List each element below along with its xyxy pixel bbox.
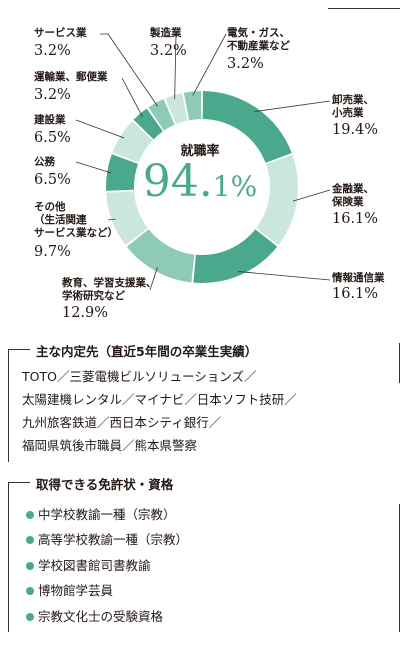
slice-value-4: 9.7%	[34, 244, 71, 260]
slice-label-0: 卸売業、 小売業	[332, 94, 374, 119]
slice-value-9: 3.2%	[150, 43, 187, 59]
employers-title: 主な内定先（直近5年間の卒業生実績）	[36, 344, 258, 359]
leader-line-0	[254, 100, 331, 112]
leader-line-6	[75, 119, 125, 139]
donut-slice-9	[165, 93, 188, 125]
employers-header: 主な内定先（直近5年間の卒業生実績）	[8, 341, 400, 383]
license-item-1: 中学校教諭一種（宗教）	[26, 507, 176, 523]
employment-donut-chart	[75, 33, 331, 291]
slice-value-6: 6.5%	[34, 130, 71, 146]
rate-sub: 1%	[212, 170, 258, 203]
employer-line-1: TOTO／三菱電機ビルソリューションズ／	[22, 369, 257, 384]
license-item-3: 学校図書館司書教諭	[26, 558, 151, 574]
licenses-section: 取得できる免許状・資格 中学校教諭一種（宗教） 高等学校教諭一種（宗教） 学校図…	[8, 474, 400, 634]
donut-slice-0	[202, 91, 292, 163]
donut-slice-6	[112, 121, 153, 163]
slice-value-0: 19.4%	[332, 122, 379, 138]
slice-value-3: 12.9%	[62, 305, 109, 321]
leader-line-9	[174, 33, 177, 100]
slice-label-3: 教育、学習支援業、 学術研究など	[62, 277, 157, 302]
bullet-icon	[26, 511, 34, 519]
employer-line-2: 太陽建機レンタル／マイナビ／日本ソフト技研／	[22, 392, 297, 407]
employment-rate-value: 94.1%	[105, 158, 295, 211]
license-item-4: 博物館学芸員	[26, 583, 113, 599]
leader-line-1	[292, 189, 331, 202]
slice-label-4: その他 （生活関連 サービス業など）	[34, 201, 118, 239]
leader-line-7	[121, 77, 143, 118]
top-rule	[328, 8, 400, 9]
license-item-5: 宗教文化士の受験資格	[26, 609, 163, 625]
slice-label-10: 電気・ガス、 不動産業など	[227, 27, 290, 52]
employers-section: 主な内定先（直近5年間の卒業生実績） TOTO／三菱電機ビルソリューションズ／ …	[8, 341, 400, 462]
leader-line-4	[107, 218, 116, 221]
slice-value-2: 16.1%	[332, 286, 379, 302]
employers-left-rule	[8, 349, 9, 462]
slice-value-5: 6.5%	[34, 172, 71, 188]
employer-line-3: 九州旅客鉄道／西日本シティ銀行／	[22, 415, 222, 430]
employers-right-rule	[399, 343, 400, 383]
slice-value-1: 16.1%	[332, 211, 379, 227]
donut-slice-4	[106, 191, 148, 246]
slice-label-2: 情報通信業	[332, 272, 385, 284]
donut-slice-3	[126, 229, 195, 283]
donut-slice-7	[133, 108, 163, 140]
donut-slice-10	[183, 91, 202, 121]
licenses-header: 取得できる免許状・資格	[8, 474, 400, 492]
slice-value-10: 3.2%	[227, 56, 264, 72]
bullet-icon	[26, 613, 34, 621]
bullet-icon	[26, 587, 34, 595]
employer-line-4: 福岡県筑後市職員／熊本県警察	[22, 438, 198, 453]
slice-label-5: 公務	[34, 156, 55, 168]
slice-label-1: 金融業、 保険業	[332, 183, 374, 208]
leader-line-5	[75, 161, 112, 174]
employers-header-rule	[8, 349, 30, 350]
center-label: 就職率	[180, 144, 220, 159]
licenses-right-rule	[399, 504, 400, 632]
slice-label-9: 製造業	[150, 27, 182, 39]
leader-line-10	[192, 33, 227, 96]
leader-line-8	[100, 33, 159, 107]
leader-line-3	[149, 267, 158, 291]
bullet-icon	[26, 536, 34, 544]
bullet-icon	[26, 562, 34, 570]
licenses-header-rule	[8, 482, 30, 483]
donut-slice-1	[256, 154, 298, 246]
licenses-left-rule	[8, 482, 9, 632]
donut-slice-5	[106, 154, 139, 191]
slice-value-7: 3.2%	[34, 87, 71, 103]
licenses-title: 取得できる免許状・資格	[36, 477, 174, 492]
donut-slice-8	[148, 99, 175, 131]
slice-value-8: 3.2%	[34, 43, 71, 59]
slice-label-8: サービス業	[34, 27, 87, 39]
rate-main: 94.	[142, 156, 213, 207]
slice-label-7: 運輸業、郵便業	[34, 71, 108, 83]
license-item-2: 高等学校教諭一種（宗教）	[26, 532, 188, 548]
slice-label-6: 建設業	[34, 114, 66, 126]
leader-line-2	[238, 271, 331, 281]
donut-slice-2	[193, 229, 278, 283]
